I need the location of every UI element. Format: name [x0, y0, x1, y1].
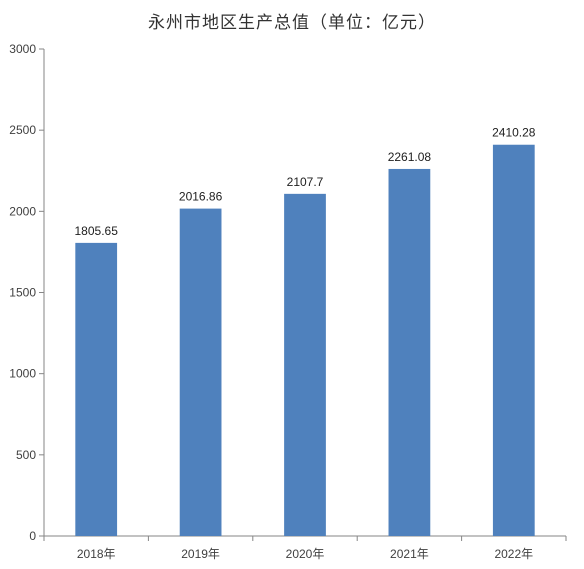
- y-tick-label: 3000: [9, 42, 36, 56]
- bar: [492, 144, 535, 537]
- x-tick-label: 2020年: [286, 547, 325, 561]
- y-tick-label: 2000: [9, 204, 36, 218]
- y-tick-label: 2500: [9, 123, 36, 137]
- chart-title: 永州市地区生产总值（单位：亿元）: [148, 13, 436, 33]
- data-label: 1805.65: [75, 224, 119, 238]
- data-label: 2016.86: [179, 190, 223, 204]
- y-tick-label: 500: [16, 448, 36, 462]
- bar: [284, 193, 326, 536]
- data-label: 2261.08: [388, 150, 432, 164]
- x-tick-label: 2022年: [494, 547, 533, 561]
- y-tick-label: 0: [29, 529, 36, 543]
- x-tick-label: 2018年: [77, 547, 116, 561]
- bar: [388, 168, 431, 536]
- bar: [179, 208, 222, 537]
- y-tick-label: 1500: [9, 286, 36, 300]
- bar: [75, 242, 118, 536]
- x-tick-label: 2021年: [390, 547, 429, 561]
- data-label: 2410.28: [492, 126, 536, 140]
- data-label: 2107.7: [287, 175, 324, 189]
- y-tick-label: 1000: [9, 367, 36, 381]
- x-tick-label: 2019年: [181, 547, 220, 561]
